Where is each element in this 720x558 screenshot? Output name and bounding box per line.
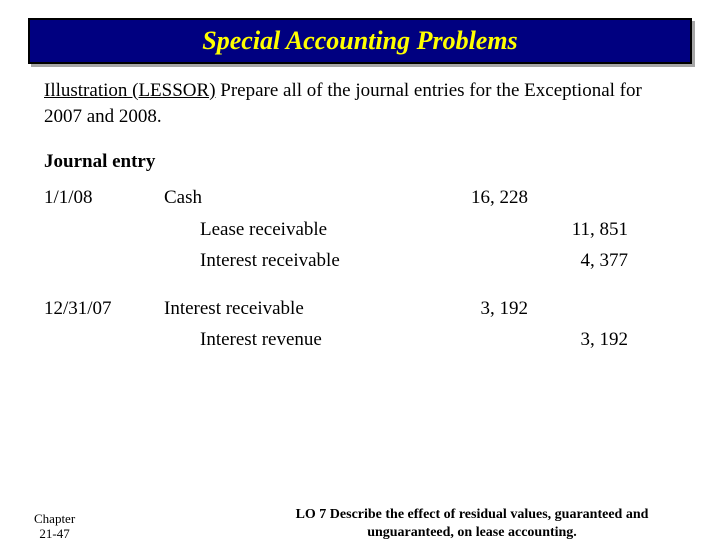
debit-amount: 16, 228 <box>434 185 534 211</box>
debit-amount <box>434 248 534 274</box>
journal-entry: 1/1/08 Cash 16, 228 Lease receivable 11,… <box>44 185 676 274</box>
chapter-footer: Chapter 21-47 <box>34 511 75 542</box>
illustration-label: Illustration (LESSOR) <box>44 80 216 101</box>
account-name: Interest receivable <box>164 248 434 274</box>
credit-amount <box>534 185 634 211</box>
account-name: Cash <box>164 185 434 211</box>
journal-heading: Journal entry <box>44 149 676 175</box>
illustration-line: Illustration (LESSOR) Prepare all of the… <box>44 78 676 129</box>
credit-amount: 3, 192 <box>534 327 634 353</box>
body-area: Illustration (LESSOR) Prepare all of the… <box>0 64 720 353</box>
entry-date: 1/1/08 <box>44 185 164 211</box>
chapter-number: 21-47 <box>39 526 69 541</box>
title-banner: Special Accounting Problems <box>28 18 692 64</box>
entry-date: 12/31/07 <box>44 296 164 322</box>
credit-amount: 4, 377 <box>534 248 634 274</box>
account-name: Lease receivable <box>164 217 434 243</box>
credit-amount <box>534 296 634 322</box>
credit-amount: 11, 851 <box>534 217 634 243</box>
debit-amount <box>434 217 534 243</box>
journal-entry: 12/31/07 Interest receivable 3, 192 Inte… <box>44 296 676 353</box>
debit-amount <box>434 327 534 353</box>
learning-objective: LO 7 Describe the effect of residual val… <box>252 506 692 542</box>
account-name: Interest receivable <box>164 296 434 322</box>
chapter-label: Chapter <box>34 511 75 526</box>
debit-amount: 3, 192 <box>434 296 534 322</box>
page-title: Special Accounting Problems <box>202 26 517 55</box>
account-name: Interest revenue <box>164 327 434 353</box>
